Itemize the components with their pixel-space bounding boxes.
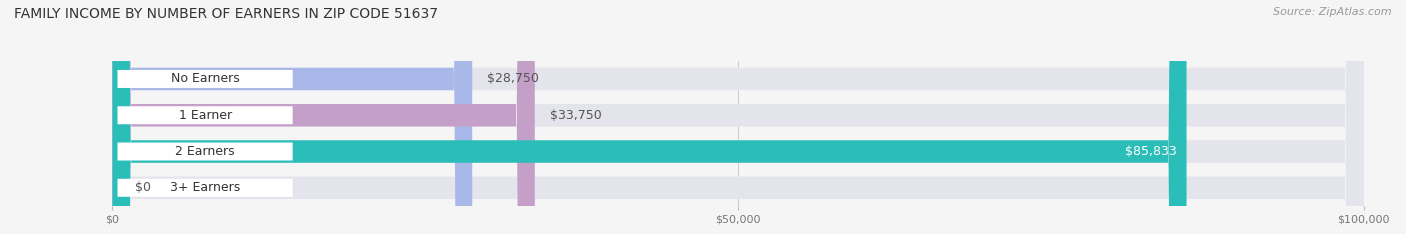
FancyBboxPatch shape <box>112 0 1364 234</box>
FancyBboxPatch shape <box>112 0 534 234</box>
Text: 3+ Earners: 3+ Earners <box>170 181 240 194</box>
Text: 2 Earners: 2 Earners <box>176 145 235 158</box>
Text: Source: ZipAtlas.com: Source: ZipAtlas.com <box>1274 7 1392 17</box>
FancyBboxPatch shape <box>112 0 1187 234</box>
FancyBboxPatch shape <box>118 106 292 124</box>
Text: 1 Earner: 1 Earner <box>179 109 232 122</box>
FancyBboxPatch shape <box>112 0 1364 234</box>
FancyBboxPatch shape <box>118 179 292 197</box>
FancyBboxPatch shape <box>112 0 1364 234</box>
FancyBboxPatch shape <box>118 70 292 88</box>
Text: $0: $0 <box>135 181 150 194</box>
Text: $33,750: $33,750 <box>550 109 602 122</box>
Text: $28,750: $28,750 <box>488 73 538 85</box>
Text: No Earners: No Earners <box>170 73 239 85</box>
FancyBboxPatch shape <box>118 143 292 161</box>
FancyBboxPatch shape <box>112 0 472 234</box>
FancyBboxPatch shape <box>112 0 1364 234</box>
Text: FAMILY INCOME BY NUMBER OF EARNERS IN ZIP CODE 51637: FAMILY INCOME BY NUMBER OF EARNERS IN ZI… <box>14 7 439 21</box>
Text: $85,833: $85,833 <box>1125 145 1177 158</box>
